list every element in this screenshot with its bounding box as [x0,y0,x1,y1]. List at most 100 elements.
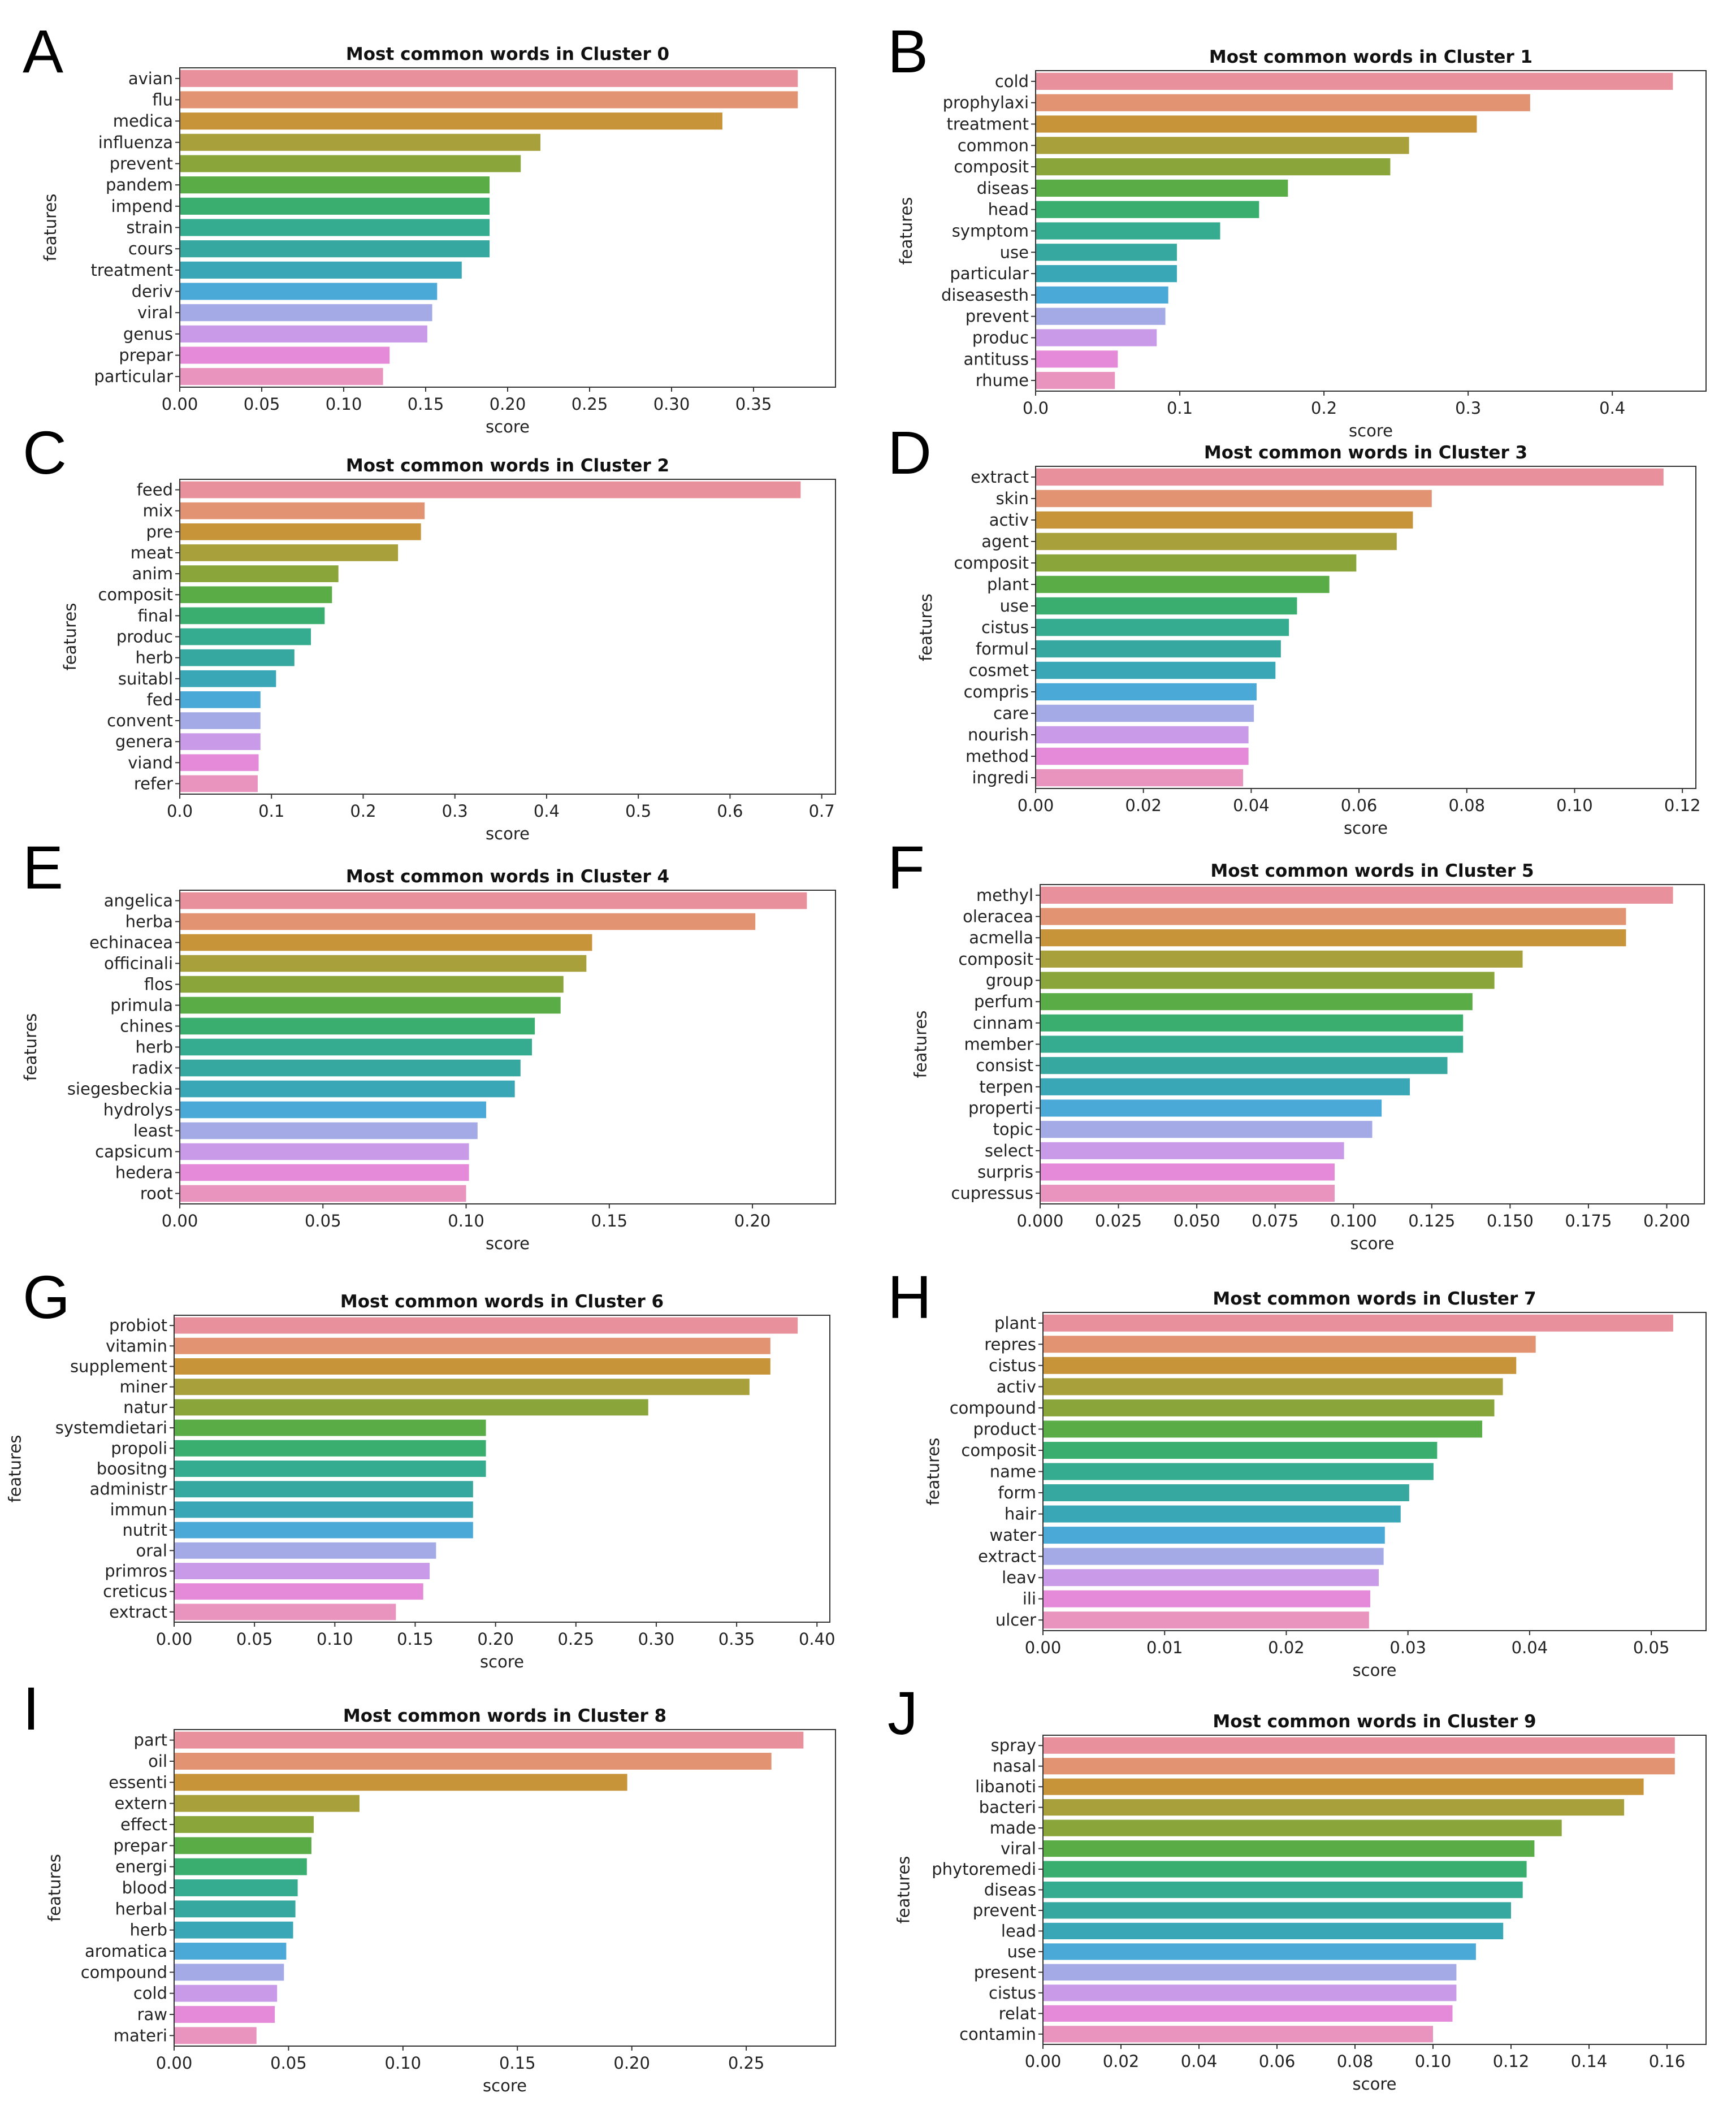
y-tick-label: herb [135,648,173,668]
bar-essenti [174,1774,627,1791]
x-tick-label: 0.00 [1018,796,1054,815]
bar-prepar [174,1837,311,1854]
y-tick-label: bacteri [979,1798,1036,1817]
y-tick-label: viral [137,303,173,322]
x-tick-label: 0.00 [156,2053,193,2073]
x-tick-label: 0.12 [1493,2052,1530,2071]
chart-title: Most common words in Cluster 3 [1204,443,1527,463]
y-tick-label: prophylaxi [943,93,1029,112]
y-tick-label: creticus [103,1582,167,1601]
y-tick-label: anim [132,564,173,583]
x-tick-label: 0.02 [1268,1638,1305,1657]
y-tick-label: primros [105,1562,167,1581]
y-tick-label: method [966,747,1029,766]
x-tick-label: 0.00 [1025,1638,1062,1657]
y-tick-label: select [985,1141,1033,1160]
y-tick-label: prevent [973,1901,1036,1920]
bar-composit [1040,950,1523,968]
bar-materi [174,2027,257,2044]
x-tick-label: 0.0 [1023,398,1049,418]
y-tick-label: strain [126,218,173,237]
x-tick-label: 0.125 [1408,1211,1455,1230]
y-tick-label: convent [107,711,173,730]
y-tick-label: diseasesth [941,285,1029,305]
y-tick-label: genus [123,324,173,344]
chart-title: Most common words in Cluster 2 [346,456,669,476]
bar-properti [1040,1099,1382,1117]
x-tick-label: 0.14 [1571,2052,1608,2071]
bar-antituss [1036,350,1118,368]
bar-product [1043,1420,1482,1438]
x-tick-label: 0.08 [1337,2052,1374,2071]
bar-oil [174,1753,772,1770]
y-tick-label: hair [1005,1505,1036,1524]
bar-group [1040,972,1495,989]
y-tick-label: compound [950,1398,1036,1418]
bar-repres [1043,1336,1536,1353]
bar-consist [1040,1057,1448,1074]
x-tick-label: 0.20 [490,395,526,414]
bar-plant [1036,575,1330,593]
plot-frame [1040,884,1705,1204]
y-tick-label: capsicum [95,1142,173,1162]
bar-symptom [1036,222,1220,240]
chart-panel-f: F Most common words in Cluster 5 methyl ole… [888,833,1705,1253]
plot-frame [1042,1735,1707,2045]
bar-agent [1036,532,1397,551]
bar-surpris [1040,1163,1335,1181]
bar-treatment [1036,115,1477,133]
y-tick-label: phytoremedi [932,1860,1036,1879]
x-axis-label: score [483,2076,527,2095]
y-tick-label: agent [981,532,1029,551]
y-tick-label: libanoti [975,1777,1036,1796]
y-tick-label: contamin [959,2025,1036,2044]
x-tick-label: 0.3 [442,801,468,821]
x-tick-label: 0.2 [350,801,376,821]
bar-libanoti [1043,1778,1644,1795]
panel-letter: H [888,1263,932,1331]
bar-composit [180,586,332,604]
bar-cold [174,1984,278,2002]
x-tick-label: 0.01 [1146,1638,1183,1657]
y-tick-label: probiot [109,1316,167,1335]
y-tick-label: plant [987,575,1029,594]
y-tick-label: angelica [104,891,173,911]
y-tick-label: hydrolys [103,1100,173,1120]
y-tick-label: cosmet [969,661,1029,680]
chart-panel-i: I Most common words in Cluster 8 part oil es… [23,1674,836,2095]
x-tick-label: 0.10 [317,1630,353,1649]
y-tick-label: activ [997,1377,1036,1396]
y-tick-label: extract [971,467,1029,487]
bar-cupressus [1040,1185,1335,1202]
bar-present [1043,1964,1457,1981]
panel-letter: J [888,1679,918,1747]
y-tick-label: aromatica [85,1942,167,1961]
y-tick-label: terpen [979,1077,1033,1097]
x-tick-label: 0.025 [1095,1211,1142,1230]
y-tick-label: use [1000,242,1029,262]
x-axis-label: score [486,824,530,843]
x-tick-label: 0.150 [1487,1211,1534,1230]
x-axis-label: score [486,417,530,436]
bar-ingredi [1036,769,1244,787]
plot-frame [1042,1312,1707,1631]
x-tick-label: 0.175 [1565,1211,1612,1230]
y-tick-label: treatment [947,115,1029,134]
y-tick-label: essenti [109,1773,167,1792]
y-tick-label: produc [116,627,173,647]
y-tick-label: effect [120,1815,167,1834]
chart-panel-a: A Most common words in Cluster 0 avian flum… [23,17,836,436]
y-tick-label: refer [134,774,173,793]
bar-spray [1043,1737,1675,1754]
y-tick-label: cours [128,239,173,258]
bar-oleracea [1040,908,1626,925]
y-tick-label: cold [133,1984,167,2003]
y-tick-label: final [138,606,173,625]
bar-made [1043,1819,1562,1836]
y-tick-label: cold [995,72,1029,91]
y-tick-label: repres [984,1334,1036,1354]
y-tick-label: medica [113,111,173,131]
y-tick-label: immun [110,1500,167,1519]
bar-common [1036,137,1409,154]
x-tick-label: 0.050 [1174,1211,1220,1230]
